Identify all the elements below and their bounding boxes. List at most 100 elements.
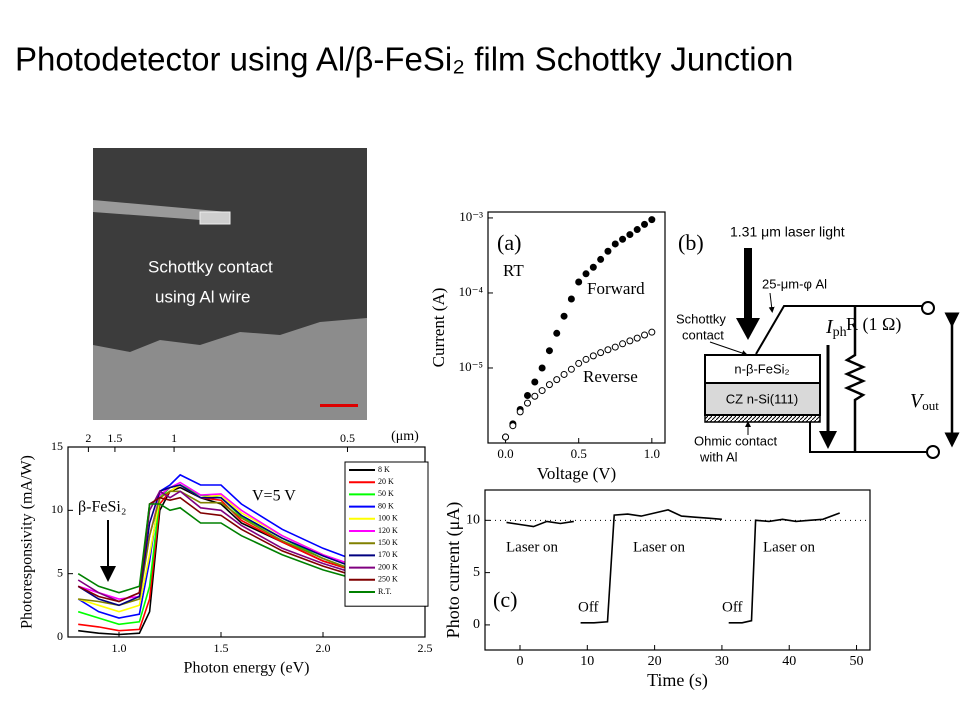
data-line bbox=[77, 496, 426, 603]
sem-substrate bbox=[93, 318, 367, 420]
diagram-label: 25-μm-φ Al bbox=[762, 276, 827, 291]
data-point bbox=[523, 391, 531, 399]
annotation: Laser on bbox=[763, 539, 816, 555]
x-tick-label: 2.5 bbox=[418, 641, 433, 655]
series-label: Forward bbox=[587, 279, 645, 298]
data-point bbox=[553, 376, 561, 384]
data-point bbox=[641, 220, 649, 228]
sem-caption: using Al wire bbox=[155, 287, 250, 306]
annotation: Laser on bbox=[633, 539, 686, 555]
data-point bbox=[575, 278, 583, 286]
series-label: Reverse bbox=[583, 367, 638, 386]
x-tick-label: 10 bbox=[580, 654, 594, 669]
x2-tick-label: 0.5 bbox=[340, 431, 355, 445]
data-point bbox=[575, 359, 583, 367]
data-point bbox=[626, 231, 634, 239]
legend-box bbox=[344, 461, 429, 607]
x2-tick-label: 1.5 bbox=[107, 431, 122, 445]
current-symbol: I bbox=[825, 316, 834, 338]
y-tick-label: 10⁻⁴ bbox=[459, 284, 484, 299]
x-tick-label: 1.0 bbox=[644, 446, 660, 461]
y-tick-label: 5 bbox=[57, 565, 63, 579]
wire bbox=[809, 422, 927, 453]
panel-label: (a) bbox=[497, 230, 521, 255]
x-tick-label: 40 bbox=[782, 654, 796, 669]
data-point bbox=[611, 240, 619, 248]
x-tick-label: 20 bbox=[648, 654, 662, 669]
data-line bbox=[77, 503, 426, 595]
annotation: Off bbox=[722, 599, 743, 615]
label-arrow bbox=[768, 292, 775, 313]
legend-label: R.T. bbox=[378, 587, 392, 596]
plot-frame bbox=[487, 211, 666, 444]
data-point bbox=[597, 255, 605, 263]
voltage-subscript: out bbox=[922, 398, 939, 413]
x-tick-label: 2.0 bbox=[316, 641, 331, 655]
data-line bbox=[78, 490, 426, 607]
data-point bbox=[582, 355, 590, 363]
legend-label: 250 K bbox=[378, 575, 398, 584]
data-point bbox=[502, 433, 510, 441]
x-axis-label: Voltage (V) bbox=[537, 464, 616, 483]
annotation: V=5 V bbox=[252, 488, 296, 505]
resistor bbox=[843, 306, 867, 452]
terminal bbox=[921, 301, 935, 315]
diagram-label: 1.31 μm laser light bbox=[730, 224, 845, 240]
data-point bbox=[567, 365, 575, 373]
ohmic-layer bbox=[704, 414, 821, 423]
y-tick-label: 10⁻⁵ bbox=[459, 359, 483, 374]
diagram-label: Ohmic contact bbox=[694, 433, 777, 448]
data-point bbox=[538, 387, 546, 395]
x-axis-label: Photon energy (eV) bbox=[184, 660, 310, 677]
data-line bbox=[77, 484, 426, 607]
diagram-label: n-β-FeSi₂ bbox=[734, 361, 789, 376]
legend-label: 8 K bbox=[378, 465, 390, 474]
x-tick-label: 0 bbox=[517, 654, 524, 669]
data-point bbox=[648, 328, 656, 336]
x-tick-label: 50 bbox=[850, 654, 864, 669]
x-axis-label: Time (s) bbox=[647, 670, 708, 691]
data-line bbox=[77, 473, 426, 619]
legend-label: 100 K bbox=[378, 514, 398, 523]
annotation: β-FeSi₂ bbox=[78, 499, 126, 516]
x-tick-label: 30 bbox=[715, 654, 729, 669]
x2-axis-label: (μm) bbox=[391, 429, 419, 444]
y-tick-label: 10 bbox=[51, 502, 63, 516]
data-point bbox=[619, 340, 627, 348]
data-line bbox=[506, 509, 840, 624]
plot-frame bbox=[484, 489, 871, 651]
sem-image: Schottky contact using Al wire bbox=[93, 148, 367, 420]
annotation: Laser on bbox=[506, 539, 559, 555]
y-axis-label: Photo current (μA) bbox=[443, 502, 464, 639]
y-tick-label: 0 bbox=[473, 617, 480, 632]
data-point bbox=[604, 247, 612, 255]
data-point bbox=[560, 370, 568, 378]
y-tick-label: 5 bbox=[473, 565, 480, 580]
data-point bbox=[545, 381, 553, 389]
legend-label: 170 K bbox=[378, 550, 398, 559]
diagram-label: with Al bbox=[699, 449, 738, 464]
data-point bbox=[560, 312, 568, 320]
data-point bbox=[619, 235, 627, 243]
data-point bbox=[538, 364, 546, 372]
current-subscript: ph bbox=[833, 325, 847, 340]
y-axis-label: Photoresponsivity (mA/W) bbox=[19, 455, 36, 629]
substrate-layer bbox=[704, 382, 821, 416]
label-arrow bbox=[709, 341, 748, 356]
data-point bbox=[531, 378, 539, 386]
terminal bbox=[926, 445, 940, 459]
data-point bbox=[582, 270, 590, 278]
diagram-label: CZ n-Si(111) bbox=[726, 391, 798, 406]
sem-scale-bar bbox=[320, 404, 358, 407]
slide-title: Photodetector using Al/β-FeSi₂ film Scho… bbox=[15, 41, 793, 78]
data-point bbox=[545, 347, 553, 355]
sem-wire-tip bbox=[199, 211, 231, 225]
x-tick-label: 1.0 bbox=[112, 641, 127, 655]
legend-label: 50 K bbox=[378, 489, 394, 498]
data-point bbox=[589, 352, 597, 360]
data-point bbox=[633, 334, 641, 342]
data-point bbox=[523, 399, 531, 407]
data-point bbox=[589, 263, 597, 271]
